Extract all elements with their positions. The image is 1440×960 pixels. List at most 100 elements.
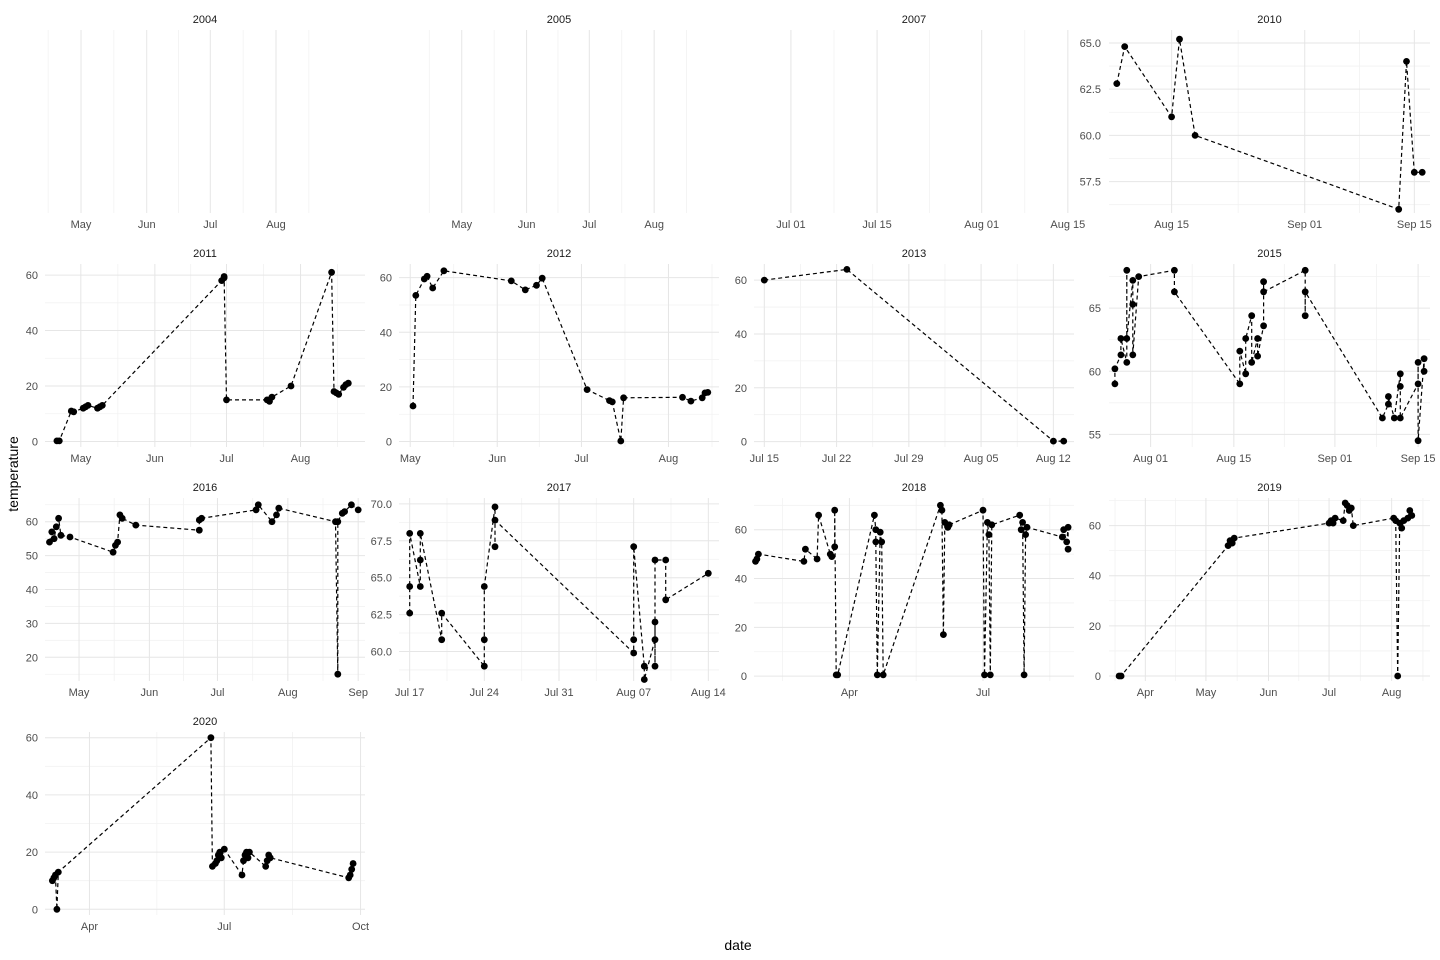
y-tick-label: 20 bbox=[26, 847, 38, 859]
data-point bbox=[760, 276, 768, 284]
x-tick-label: Oct bbox=[352, 921, 369, 933]
data-point bbox=[1111, 380, 1119, 388]
panel-title: 2012 bbox=[547, 248, 571, 260]
data-point bbox=[1395, 205, 1403, 213]
x-tick-label: May bbox=[71, 219, 92, 231]
data-point bbox=[1242, 335, 1250, 342]
panel-2012: 0 20 40 60 May Jun Jul Aug 2012 bbox=[380, 248, 719, 465]
panel-title: 2015 bbox=[1257, 248, 1281, 260]
data-point bbox=[1123, 359, 1131, 366]
panel-title: 2013 bbox=[902, 248, 926, 260]
x-tick-label: Jul 24 bbox=[470, 687, 499, 699]
data-point bbox=[1420, 367, 1428, 375]
data-point bbox=[1242, 370, 1250, 378]
panel-title: 2019 bbox=[1257, 482, 1281, 494]
data-point bbox=[986, 671, 994, 679]
data-point bbox=[252, 506, 260, 514]
data-point bbox=[114, 538, 121, 546]
y-tick-label: 20 bbox=[380, 382, 392, 394]
data-point bbox=[831, 543, 839, 551]
x-tick-label: Jul 17 bbox=[395, 687, 424, 699]
y-tick-label: 40 bbox=[735, 574, 747, 586]
data-point bbox=[1301, 312, 1309, 320]
x-tick-label: Aug 15 bbox=[1154, 219, 1189, 231]
data-point bbox=[406, 530, 414, 537]
y-tick-label: 57.5 bbox=[1080, 177, 1101, 189]
data-point bbox=[940, 631, 947, 638]
data-point bbox=[608, 398, 616, 406]
data-point bbox=[480, 583, 488, 590]
data-point bbox=[98, 402, 106, 409]
x-tick-label: Jun bbox=[1260, 687, 1278, 699]
data-point bbox=[1123, 266, 1131, 274]
data-point bbox=[1339, 517, 1347, 524]
x-tick-label: Jul 22 bbox=[822, 453, 851, 465]
data-point bbox=[1414, 437, 1422, 445]
data-point bbox=[985, 531, 993, 538]
panel-title: 2007 bbox=[902, 14, 926, 26]
x-tick-label: Sep 01 bbox=[1287, 219, 1322, 231]
data-point bbox=[813, 555, 821, 563]
x-tick-label: Jul bbox=[219, 453, 233, 465]
data-point bbox=[1022, 531, 1029, 538]
y-tick-label: 70.0 bbox=[371, 499, 392, 511]
x-tick-label: Jun bbox=[488, 453, 506, 465]
y-tick-label: 40 bbox=[26, 790, 38, 802]
x-tick-label: Jul bbox=[217, 921, 231, 933]
data-point bbox=[268, 518, 276, 526]
data-point bbox=[1064, 523, 1072, 531]
data-point bbox=[1347, 504, 1355, 512]
y-tick-label: 0 bbox=[741, 437, 747, 449]
data-point bbox=[491, 503, 499, 511]
data-point bbox=[70, 408, 78, 416]
data-point bbox=[491, 516, 499, 524]
data-point bbox=[1121, 43, 1129, 50]
data-point bbox=[1023, 523, 1031, 531]
data-point bbox=[412, 292, 420, 299]
x-tick-label: Aug bbox=[659, 453, 679, 465]
data-point bbox=[1260, 322, 1267, 330]
panel-title: 2016 bbox=[193, 482, 217, 494]
panel-title: 2010 bbox=[1257, 14, 1281, 26]
data-point bbox=[480, 636, 488, 644]
y-tick-label: 40 bbox=[1089, 571, 1101, 583]
x-tick-label: Aug bbox=[266, 219, 286, 231]
y-tick-label: 20 bbox=[1089, 621, 1101, 633]
data-point bbox=[132, 521, 140, 529]
series-line bbox=[1116, 39, 1423, 211]
data-point bbox=[979, 506, 987, 514]
data-point bbox=[220, 845, 228, 853]
data-point bbox=[266, 854, 274, 862]
data-point bbox=[1236, 347, 1244, 355]
data-point bbox=[876, 528, 884, 536]
data-point bbox=[84, 402, 92, 409]
data-point bbox=[1398, 524, 1406, 532]
data-point bbox=[828, 553, 836, 560]
data-point bbox=[246, 848, 253, 856]
x-tick-label: May bbox=[1196, 687, 1217, 699]
data-point bbox=[438, 636, 446, 644]
data-point bbox=[50, 535, 58, 543]
data-point bbox=[630, 636, 638, 644]
data-point bbox=[651, 556, 659, 564]
data-point bbox=[1129, 301, 1137, 308]
panel-2007: Jul 01 Jul 15 Aug 01 Aug 15 2007 bbox=[776, 14, 1085, 231]
x-tick-label: May bbox=[70, 453, 91, 465]
data-point bbox=[1410, 168, 1418, 176]
data-point bbox=[1394, 672, 1402, 680]
series-line bbox=[412, 270, 708, 442]
series-line bbox=[1119, 501, 1413, 677]
data-point bbox=[651, 618, 659, 626]
data-point bbox=[1379, 414, 1386, 422]
y-tick-label: 30 bbox=[26, 618, 38, 630]
y-tick-label: 0 bbox=[32, 436, 38, 448]
data-point bbox=[704, 389, 712, 396]
data-point bbox=[48, 528, 56, 536]
y-tick-label: 60 bbox=[26, 270, 38, 282]
data-point bbox=[1248, 312, 1256, 320]
data-point bbox=[55, 437, 63, 445]
data-point bbox=[354, 506, 362, 514]
data-point bbox=[53, 905, 61, 913]
y-tick-label: 60.0 bbox=[371, 646, 392, 658]
